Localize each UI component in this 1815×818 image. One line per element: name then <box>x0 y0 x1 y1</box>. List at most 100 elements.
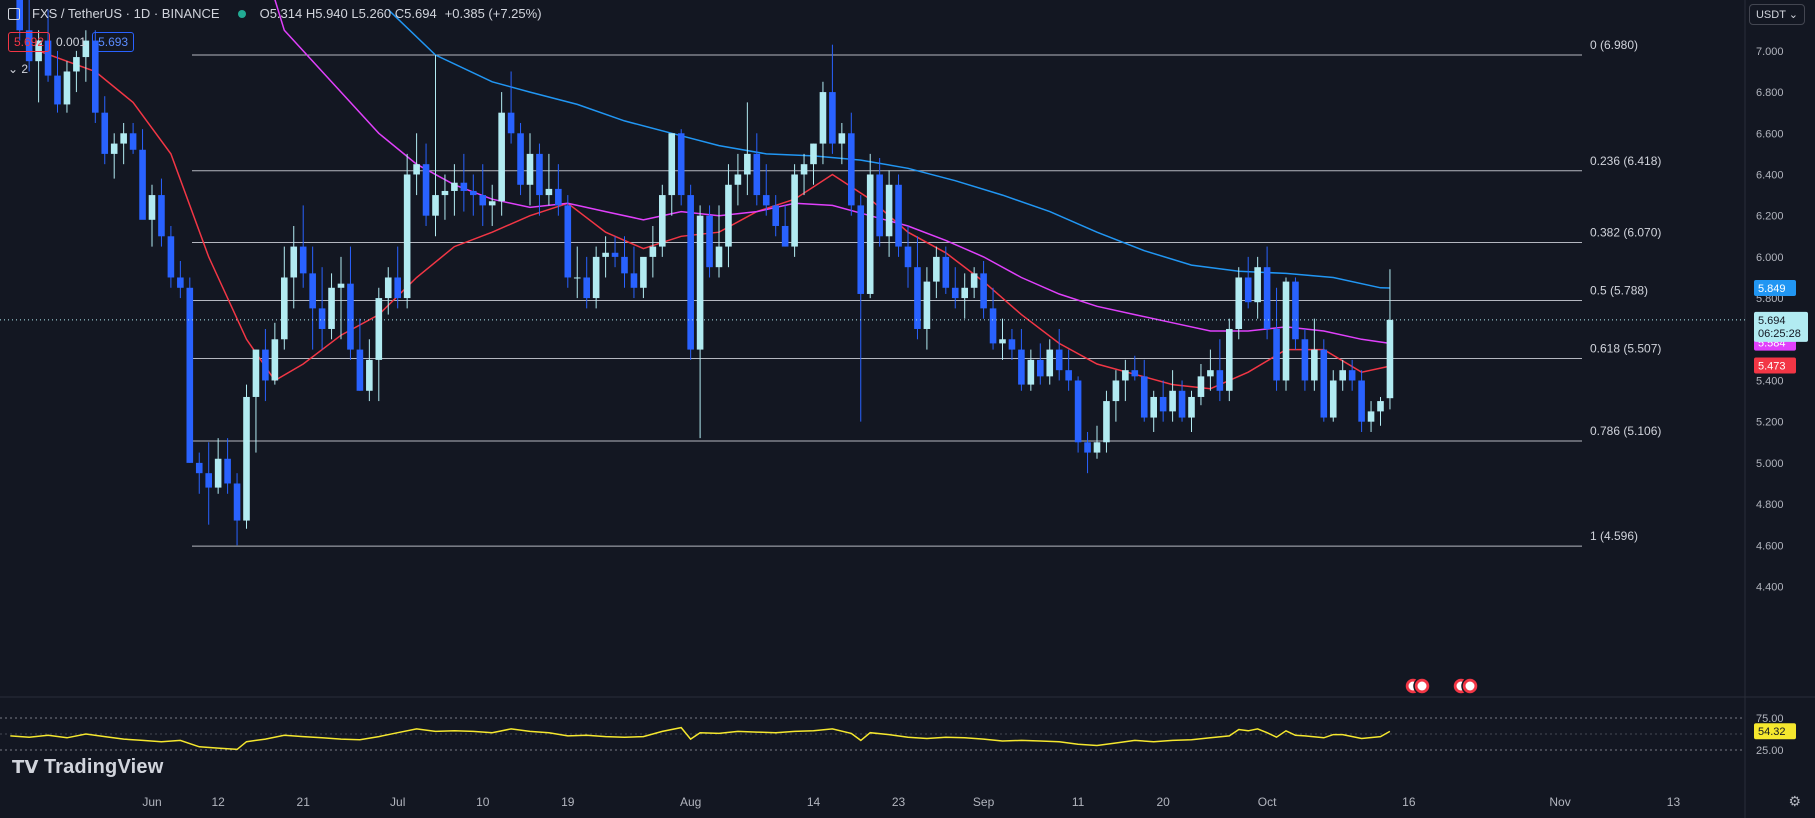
candle-body <box>318 308 326 329</box>
rsi-level-label: 75.00 <box>1756 713 1784 725</box>
sell-button[interactable]: 5.692 <box>8 32 51 52</box>
candle-body <box>488 201 496 206</box>
y-tick-label: 6.000 <box>1756 252 1784 264</box>
y-tick-label: 6.400 <box>1756 169 1784 181</box>
y-tick-label: 4.600 <box>1756 540 1784 552</box>
x-tick-label: 13 <box>1667 795 1681 809</box>
candle-body <box>819 92 827 144</box>
fib-level-label: 0.236 (6.418) <box>1590 154 1661 168</box>
candle-body <box>611 252 619 257</box>
candle-body <box>432 195 439 216</box>
candle-body <box>507 112 515 134</box>
candle-body <box>715 246 723 268</box>
candle-body <box>205 473 212 488</box>
ma-price-tag: 5.849 <box>1758 283 1786 295</box>
candle-body <box>838 133 846 144</box>
candle-body <box>1339 370 1346 381</box>
candle-body <box>1037 359 1044 377</box>
x-tick-label: 16 <box>1402 795 1416 809</box>
candle-body <box>810 143 817 165</box>
candle-body <box>328 287 335 329</box>
candle-body <box>1159 396 1167 412</box>
candle-body <box>526 153 534 185</box>
candle-body <box>668 133 676 196</box>
x-tick-label: 11 <box>1072 795 1085 809</box>
candle-body <box>687 195 694 350</box>
brand-name: TradingView <box>43 756 164 778</box>
candle-body <box>271 339 279 381</box>
chart-header: FXS / TetherUS · 1D · BINANCE O5.314 H5.… <box>8 6 542 21</box>
ma-price-tag-bg <box>1754 279 1796 296</box>
candle-body <box>290 246 298 278</box>
candle-body <box>214 458 222 488</box>
x-tick-label: Jun <box>142 795 161 809</box>
candle-body <box>800 164 808 175</box>
indicator-toggle[interactable]: ⌄ 2 <box>8 62 28 76</box>
candle-body <box>1377 401 1384 412</box>
symbol-icon[interactable] <box>8 7 20 20</box>
candle-body <box>1348 370 1356 381</box>
symbol-title[interactable]: FXS / TetherUS · 1D · BINANCE <box>32 6 220 21</box>
rsi-pane: 75.00 25.00 54.32 <box>0 713 1796 757</box>
x-tick-label: Sep <box>973 795 995 809</box>
candlesticks <box>0 0 1745 546</box>
x-tick-label: 20 <box>1156 795 1170 809</box>
candle-body <box>999 339 1006 344</box>
candle-body <box>177 277 184 288</box>
rsi-level-label: 25.00 <box>1756 745 1784 757</box>
candle-body <box>1074 380 1082 443</box>
candle-body <box>422 164 430 216</box>
candle-body <box>460 182 468 191</box>
candle-body <box>299 246 307 274</box>
currency-select[interactable]: USDT ⌄ <box>1748 4 1805 25</box>
candle-body <box>961 287 968 299</box>
x-tick-label: 12 <box>211 795 225 809</box>
x-tick-label: 14 <box>807 795 821 809</box>
candle-body <box>876 174 883 237</box>
candle-body <box>1055 349 1063 371</box>
x-tick-label: 19 <box>561 795 575 809</box>
y-tick-label: 5.000 <box>1756 458 1784 470</box>
spread-value: 0.001 <box>56 35 87 49</box>
gear-icon[interactable]: ⚙ <box>1788 793 1801 809</box>
buy-button[interactable]: 5.693 <box>92 32 135 52</box>
candle-body <box>1131 370 1139 377</box>
candle-body <box>829 92 836 144</box>
candle-body <box>470 190 477 196</box>
axes: 7.0006.8006.6006.4006.2006.0005.8005.600… <box>142 46 1808 809</box>
flag-inner-icon <box>1417 681 1427 691</box>
moving-average-line <box>38 50 1391 390</box>
candle-body <box>933 256 940 282</box>
y-tick-label: 5.800 <box>1756 293 1784 305</box>
candle-body <box>980 273 987 309</box>
candle-body <box>1178 390 1186 418</box>
candle-body <box>262 349 269 381</box>
candle-body <box>564 205 572 278</box>
fibonacci-retracement: 0 (6.980) 0.236 (6.418) 0.382 (6.070) 0.5 (… <box>192 38 1661 547</box>
fib-level-label: 0.382 (6.070) <box>1590 225 1661 239</box>
candle-body <box>1169 390 1176 412</box>
candle-body <box>1263 267 1271 329</box>
moving-average-line <box>274 0 1391 345</box>
candle-body <box>309 273 316 309</box>
logo-icon: 𝗧𝗩 <box>12 757 44 777</box>
candle-body <box>1301 339 1309 381</box>
candle-body <box>479 195 487 206</box>
candle-body <box>186 287 194 463</box>
chevron-down-icon: ⌄ <box>1788 9 1798 21</box>
candle-body <box>375 298 383 360</box>
candle-body <box>649 246 657 257</box>
candle-body <box>1292 281 1299 340</box>
candle-body <box>970 273 978 288</box>
candle-body <box>63 71 71 105</box>
candle-body <box>1244 277 1252 303</box>
candle-body <box>1320 349 1328 418</box>
candle-body <box>252 349 260 397</box>
y-tick-label: 5.200 <box>1756 417 1784 429</box>
y-tick-label: 6.800 <box>1756 87 1784 99</box>
candle-body <box>394 277 401 299</box>
fib-level-label: 0.618 (5.507) <box>1590 341 1661 355</box>
candle-body <box>73 57 80 72</box>
candle-body <box>602 252 609 257</box>
